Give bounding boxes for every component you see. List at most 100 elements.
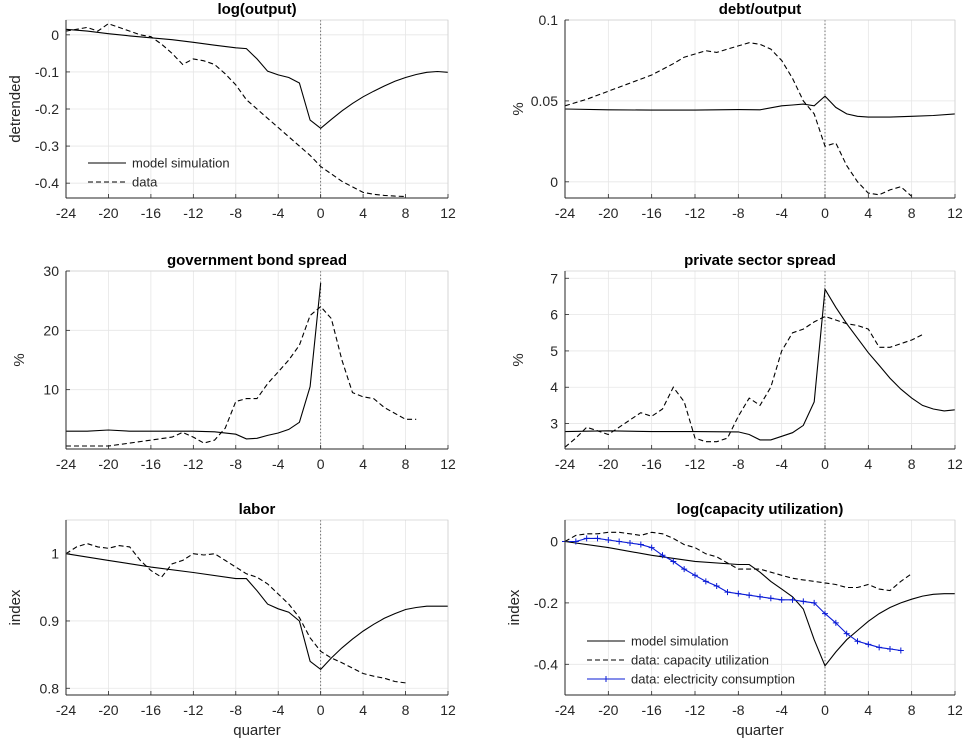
point-marker <box>659 552 666 559</box>
series-model-simulation <box>66 282 322 440</box>
axes-frame <box>564 519 956 696</box>
x-tick-label: -20 <box>598 702 618 718</box>
panel-log-capacity-utilization: -24 -20 -16 -12 -8 -4 0 4 8 12 0 -0.2 -0.4 log(capaci… <box>506 501 963 739</box>
legend-label: model simulation <box>132 156 230 171</box>
y-tick-label: 7 <box>550 270 558 286</box>
y-tick-label: 0.9 <box>40 613 60 629</box>
x-tick-label: -24 <box>56 456 76 472</box>
legend-label: data: capacity utilization <box>631 653 769 668</box>
x-tick-label: 8 <box>908 702 916 718</box>
x-tick-label: -12 <box>685 456 705 472</box>
x-tick-label: -16 <box>642 702 662 718</box>
x-axis-label: quarter <box>736 722 784 739</box>
x-axis-label: quarter <box>233 722 281 739</box>
point-marker <box>854 638 861 645</box>
y-tick-label: 3 <box>550 416 558 432</box>
y-tick-label: 4 <box>550 379 558 395</box>
x-tick-label: -24 <box>56 702 76 718</box>
y-tick-label: 30 <box>43 263 59 279</box>
x-tick-label: 0 <box>317 205 325 221</box>
x-tick-label: 0 <box>821 205 829 221</box>
x-tick-label: 12 <box>947 702 963 718</box>
series-data <box>65 23 406 198</box>
x-tick-label: -12 <box>685 702 705 718</box>
point-marker <box>897 647 904 654</box>
x-tick-label: -20 <box>98 205 118 221</box>
x-tick-label: -4 <box>272 205 285 221</box>
x-tick-label: 4 <box>359 456 367 472</box>
x-tick-label: -4 <box>272 456 285 472</box>
x-tick-label: -4 <box>775 456 788 472</box>
x-tick-label: 12 <box>947 456 963 472</box>
x-tick-label: 0 <box>821 456 829 472</box>
x-tick-label: 0 <box>821 702 829 718</box>
x-tick-label: -24 <box>555 702 575 718</box>
point-marker <box>800 598 807 605</box>
x-tick-label: -12 <box>183 456 203 472</box>
point-marker <box>670 558 677 565</box>
panel-title: labor <box>239 501 276 518</box>
point-marker <box>594 535 601 542</box>
x-tick-label: 12 <box>440 205 456 221</box>
y-tick-label: 20 <box>43 322 59 338</box>
x-tick-label: 8 <box>908 456 916 472</box>
x-tick-label: -24 <box>56 205 76 221</box>
point-marker <box>724 589 731 596</box>
point-marker <box>811 599 818 606</box>
y-axis-label: index <box>7 589 24 625</box>
x-tick-label: -8 <box>732 456 745 472</box>
point-marker <box>702 578 709 585</box>
panel-title: government bond spread <box>167 252 347 269</box>
y-tick-label: 1 <box>51 546 59 562</box>
series-data <box>65 543 406 684</box>
x-tick-label: -16 <box>642 205 662 221</box>
series-data <box>564 315 923 448</box>
x-tick-label: -8 <box>230 456 243 472</box>
y-tick-label: -0.1 <box>35 64 59 80</box>
panel-title: debt/output <box>719 1 801 18</box>
point-marker <box>681 566 688 573</box>
x-tick-label: 4 <box>864 702 872 718</box>
point-marker <box>627 540 633 547</box>
x-tick-label: -16 <box>642 456 662 472</box>
x-tick-label: 0 <box>317 456 325 472</box>
point-marker <box>778 596 785 603</box>
series-model-simulation <box>564 287 956 441</box>
point-marker <box>746 592 753 599</box>
point-marker <box>713 583 720 590</box>
x-tick-label: 4 <box>359 205 367 221</box>
y-tick-label: 0.8 <box>40 680 60 696</box>
x-tick-label: -16 <box>141 456 161 472</box>
x-tick-label: -20 <box>598 456 618 472</box>
panel-private-sector-spread: -24 -20 -16 -12 -8 -4 0 4 8 12 3 4 5 6 7 private sector… <box>510 252 963 472</box>
point-marker <box>843 630 850 637</box>
point-marker <box>648 544 655 551</box>
legend-label: model simulation <box>631 634 729 649</box>
point-marker <box>583 535 590 542</box>
legend-marker <box>603 676 609 682</box>
series-data <box>66 305 417 447</box>
series-model-simulation <box>564 95 956 118</box>
point-marker <box>887 645 893 652</box>
point-marker <box>692 572 698 579</box>
x-tick-label: 12 <box>440 702 456 718</box>
x-tick-label: -4 <box>775 702 788 718</box>
y-tick-label: -0.4 <box>534 656 558 672</box>
panel-title: private sector spread <box>684 252 836 269</box>
x-tick-label: 12 <box>440 456 456 472</box>
x-tick-label: 8 <box>908 205 916 221</box>
y-tick-label: -0.2 <box>35 101 59 117</box>
point-marker <box>822 610 828 617</box>
x-tick-label: -12 <box>685 205 705 221</box>
point-marker <box>637 541 644 548</box>
point-marker <box>616 538 623 545</box>
y-tick-label: 0.05 <box>531 93 558 109</box>
point-marker <box>572 538 579 545</box>
axes-frame <box>564 270 956 450</box>
panel-debt-output: -24 -20 -16 -12 -8 -4 0 4 8 12 0 0.05 0.1 debt/output… <box>510 1 963 221</box>
x-tick-label: 12 <box>947 205 963 221</box>
x-tick-label: 4 <box>864 205 872 221</box>
panel-labor: -24 -20 -16 -12 -8 -4 0 4 8 12 0.8 0.9 1 labor index qu… <box>7 501 456 739</box>
y-axis-label: detrended <box>7 75 24 143</box>
x-tick-label: 8 <box>402 702 410 718</box>
